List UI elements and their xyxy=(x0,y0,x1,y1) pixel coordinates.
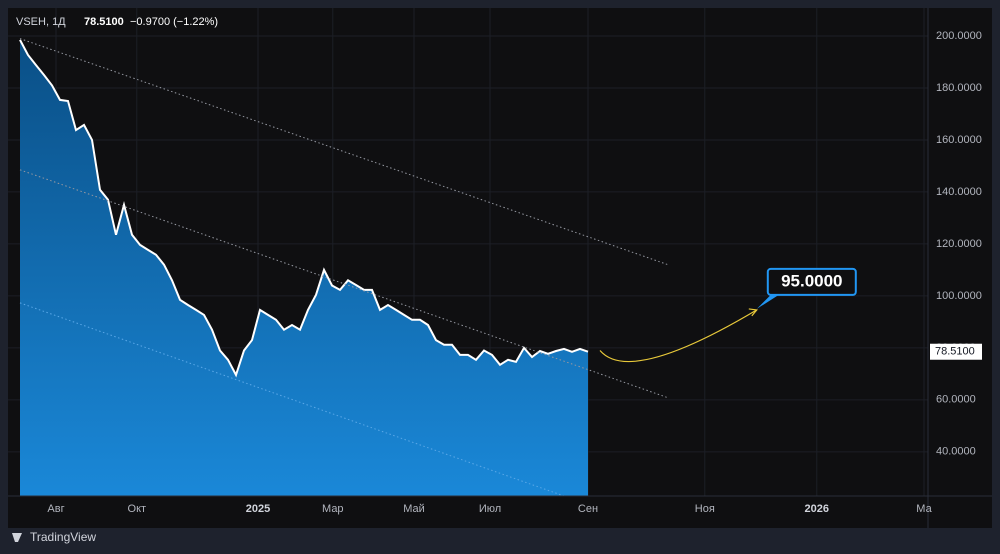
trendline xyxy=(19,169,669,399)
price-marker-label: 78.5100 xyxy=(935,346,975,358)
x-tick-label: 2026 xyxy=(805,503,829,515)
line xyxy=(19,39,589,378)
logo xyxy=(12,533,22,542)
x-tick-label: Ноя xyxy=(695,503,715,515)
callout-label: 95.0000 xyxy=(781,271,842,290)
y-tick-label: 140.0000 xyxy=(936,186,982,198)
y-tick-label: 60.0000 xyxy=(936,394,976,406)
arrow-head xyxy=(748,308,758,317)
change: −0.9700 (−1.22%) xyxy=(130,16,218,28)
y-tick-label: 200.0000 xyxy=(936,30,982,42)
y-tick-label: 100.0000 xyxy=(936,290,982,302)
y-tick-label: 160.0000 xyxy=(936,134,982,146)
x-tick-label: Сен xyxy=(578,503,598,515)
y-tick-label: 180.0000 xyxy=(936,82,982,94)
y-tick-label: 120.0000 xyxy=(936,238,982,250)
callout-tail xyxy=(756,294,779,309)
last-price: 78.5100 xyxy=(84,16,124,28)
trendline xyxy=(19,302,565,497)
x-tick-label: Окт xyxy=(128,503,147,515)
x-tick-label: Авг xyxy=(47,503,64,515)
x-tick-label: Ма xyxy=(916,503,932,515)
area xyxy=(20,39,588,497)
x-tick-label: Май xyxy=(403,503,425,515)
y-tick-label: 40.0000 xyxy=(936,446,976,458)
plot: 95.0000 xyxy=(19,38,857,497)
brand: TradingView xyxy=(30,530,96,544)
price-marker xyxy=(930,343,982,360)
x-tick-label: Июл xyxy=(479,503,501,515)
forecast-arrow xyxy=(599,309,758,363)
symbol: VSEH, 1Д xyxy=(16,16,66,28)
x-tick-label: 2025 xyxy=(246,503,270,515)
callout xyxy=(766,267,857,296)
x-tick-label: Мар xyxy=(322,503,344,515)
